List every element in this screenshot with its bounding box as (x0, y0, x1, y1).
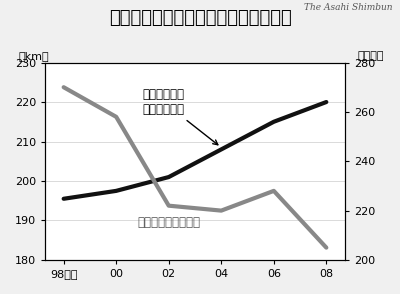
Text: The Asahi Shimbun: The Asahi Shimbun (304, 3, 392, 12)
Text: 国内航空路線数と滑走路総延長の推移: 国内航空路線数と滑走路総延長の推移 (109, 9, 291, 27)
Text: 路線数（右目盛り）: 路線数（右目盛り） (137, 216, 200, 229)
Text: （路線）: （路線） (357, 51, 384, 61)
Text: （km）: （km） (18, 51, 49, 61)
Text: 滑走路総延長
（左目盛り）: 滑走路総延長 （左目盛り） (142, 88, 218, 145)
